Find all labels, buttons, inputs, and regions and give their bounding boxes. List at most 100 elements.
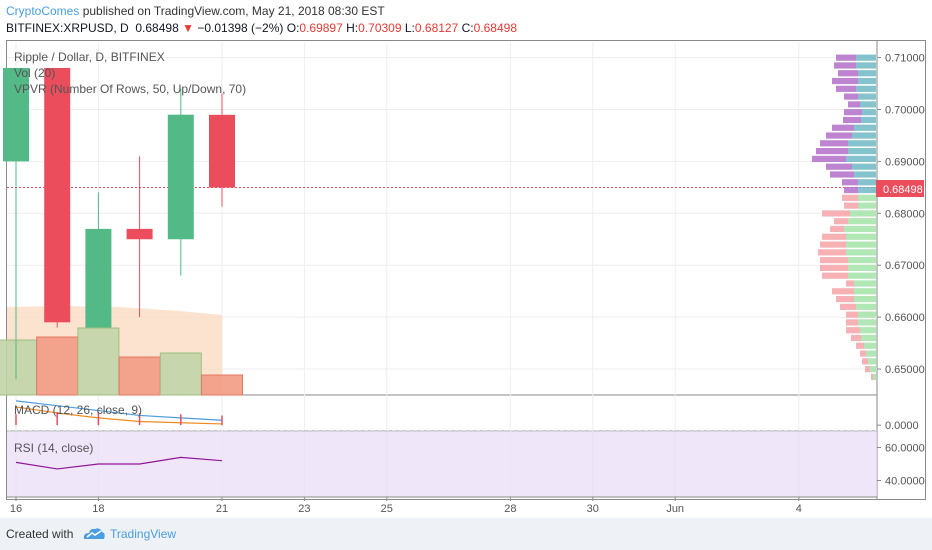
publish-line: CryptoComes published on TradingView.com… — [6, 4, 385, 18]
open-value: 0.69897 — [299, 21, 343, 35]
volume-layer — [0, 306, 243, 396]
vpvr-down-bar — [832, 288, 854, 295]
volume-bar — [201, 374, 243, 396]
vpvr-up-bar — [848, 140, 876, 147]
volume-bar — [0, 339, 37, 396]
vpvr-down-bar — [848, 101, 860, 108]
tradingview-logo-icon — [83, 528, 105, 539]
open-label: O: — [286, 21, 300, 35]
vpvr-down-bar — [830, 171, 854, 178]
vpvr-up-bar — [858, 319, 876, 326]
vpvr-up-bar — [860, 327, 876, 334]
vpvr-down-bar — [822, 210, 850, 217]
rsi-band — [7, 431, 877, 497]
tradingview-link[interactable]: TradingView — [110, 527, 177, 541]
close-value: 0.68498 — [473, 21, 518, 35]
vpvr-up-bar — [854, 280, 876, 287]
candles-layer — [3, 67, 235, 380]
vpvr-up-bar — [848, 272, 876, 279]
vpvr-up-bar — [856, 54, 876, 61]
vpvr-down-bar — [860, 350, 866, 357]
vpvr-down-bar — [836, 295, 854, 303]
volume-bar — [36, 336, 79, 396]
candle-body — [85, 228, 112, 328]
vpvr-down-bar — [846, 311, 858, 318]
vpvr-down-bar — [844, 109, 862, 116]
time-tick-label: 23 — [298, 503, 310, 515]
ohlc-line: BITFINEX:XRPUSD, D 0.68498 ▼ −0.01398 (−… — [6, 21, 517, 35]
vpvr-up-bar — [854, 124, 876, 131]
vpvr-down-bar — [840, 303, 856, 310]
vpvr-down-bar — [820, 241, 846, 248]
rsi-line — [15, 456, 223, 470]
down-arrow-icon: ▼ — [182, 21, 194, 35]
publisher-link[interactable]: CryptoComes — [6, 4, 80, 18]
price-tick-label: 0.67000 — [885, 260, 925, 272]
vpvr-down-bar — [842, 179, 858, 186]
price-tick-label: 0.68000 — [885, 208, 925, 220]
vpvr-down-bar — [836, 85, 856, 92]
high-label: H: — [346, 21, 359, 35]
rsi-tick-label: 60.0000 — [885, 443, 925, 455]
volume-bar — [159, 352, 202, 396]
vpvr-up-bar — [858, 311, 876, 318]
vpvr-down-bar — [851, 334, 861, 342]
price-tick-label: 0.71000 — [885, 53, 925, 65]
vpvr-down-bar — [834, 62, 856, 69]
vpvr-down-bar — [836, 54, 856, 61]
last-price: 0.68498 — [135, 21, 179, 35]
vpvr-up-bar — [862, 109, 876, 116]
low-label: L: — [404, 21, 415, 35]
legend-rsi: RSI (14, close) — [14, 441, 93, 455]
vpvr-down-bar — [844, 93, 858, 100]
time-tick-label: Jun — [666, 503, 684, 515]
time-tick-label: 25 — [381, 503, 393, 515]
vpvr-up-bar — [854, 295, 876, 303]
price-tick-label: 0.65000 — [885, 364, 925, 376]
vpvr-up-bar — [854, 288, 876, 295]
time-tick-label: 28 — [504, 503, 516, 515]
high-value: 0.70309 — [358, 21, 402, 35]
time-axis: 16 18 21 23 25 28 30 Jun 4 — [7, 496, 877, 515]
vpvr-down-bar — [844, 186, 858, 194]
vpvr-up-bar — [848, 257, 876, 264]
vpvr-up-bar — [848, 148, 876, 155]
time-tick-label: 18 — [92, 503, 104, 515]
candle-body — [126, 228, 153, 240]
vpvr-down-bar — [834, 218, 848, 225]
candle-body — [209, 114, 235, 188]
vpvr-up-bar — [844, 225, 876, 233]
published-text: published on TradingView.com, May 21, 20… — [82, 4, 385, 18]
vpvr-down-bar — [846, 280, 854, 287]
vpvr-up-bar — [846, 233, 876, 240]
vpvr-down-bar — [816, 148, 848, 155]
vpvr-up-bar — [858, 70, 876, 77]
macd-pane: 0.0000 — [15, 400, 919, 432]
time-tick-label: 30 — [587, 503, 599, 515]
vpvr-up-bar — [873, 373, 876, 381]
vpvr-down-bar — [838, 70, 858, 77]
volume-bar — [77, 327, 120, 396]
macd-line — [15, 400, 223, 421]
price-tick-label: 0.70000 — [885, 104, 925, 116]
vpvr-up-bar — [860, 101, 876, 108]
time-tick-label: 4 — [796, 503, 802, 515]
vpvr-up-bar — [848, 218, 876, 225]
footer-bar: Created with TradingView — [0, 518, 932, 550]
vpvr-up-bar — [864, 342, 876, 349]
vpvr-down-bar — [812, 155, 846, 163]
vpvr-up-bar — [856, 62, 876, 69]
created-with-text: Created with — [6, 527, 74, 541]
vpvr-down-bar — [830, 225, 844, 233]
vpvr-up-bar — [854, 171, 876, 178]
time-tick-label: 16 — [10, 503, 22, 515]
vpvr-down-bar — [846, 319, 858, 326]
low-value: 0.68127 — [414, 21, 459, 35]
vpvr-up-bar — [868, 358, 876, 365]
vpvr-down-bar — [865, 366, 870, 373]
vpvr-up-bar — [858, 77, 876, 85]
chart-frame — [6, 40, 926, 500]
vpvr-down-bar — [832, 77, 858, 85]
candle-body — [44, 67, 71, 323]
